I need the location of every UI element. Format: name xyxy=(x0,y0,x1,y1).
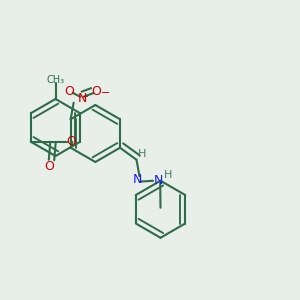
Text: O: O xyxy=(64,85,74,98)
Text: H: H xyxy=(164,170,172,180)
Text: O: O xyxy=(44,160,54,173)
Text: O: O xyxy=(91,85,101,98)
Text: H: H xyxy=(138,149,147,159)
Text: O: O xyxy=(66,135,76,148)
Text: N: N xyxy=(154,174,163,187)
Text: +: + xyxy=(81,92,88,101)
Text: −: − xyxy=(100,88,110,98)
Text: CH₃: CH₃ xyxy=(46,75,64,85)
Text: N: N xyxy=(77,92,87,105)
Text: N: N xyxy=(132,173,142,186)
